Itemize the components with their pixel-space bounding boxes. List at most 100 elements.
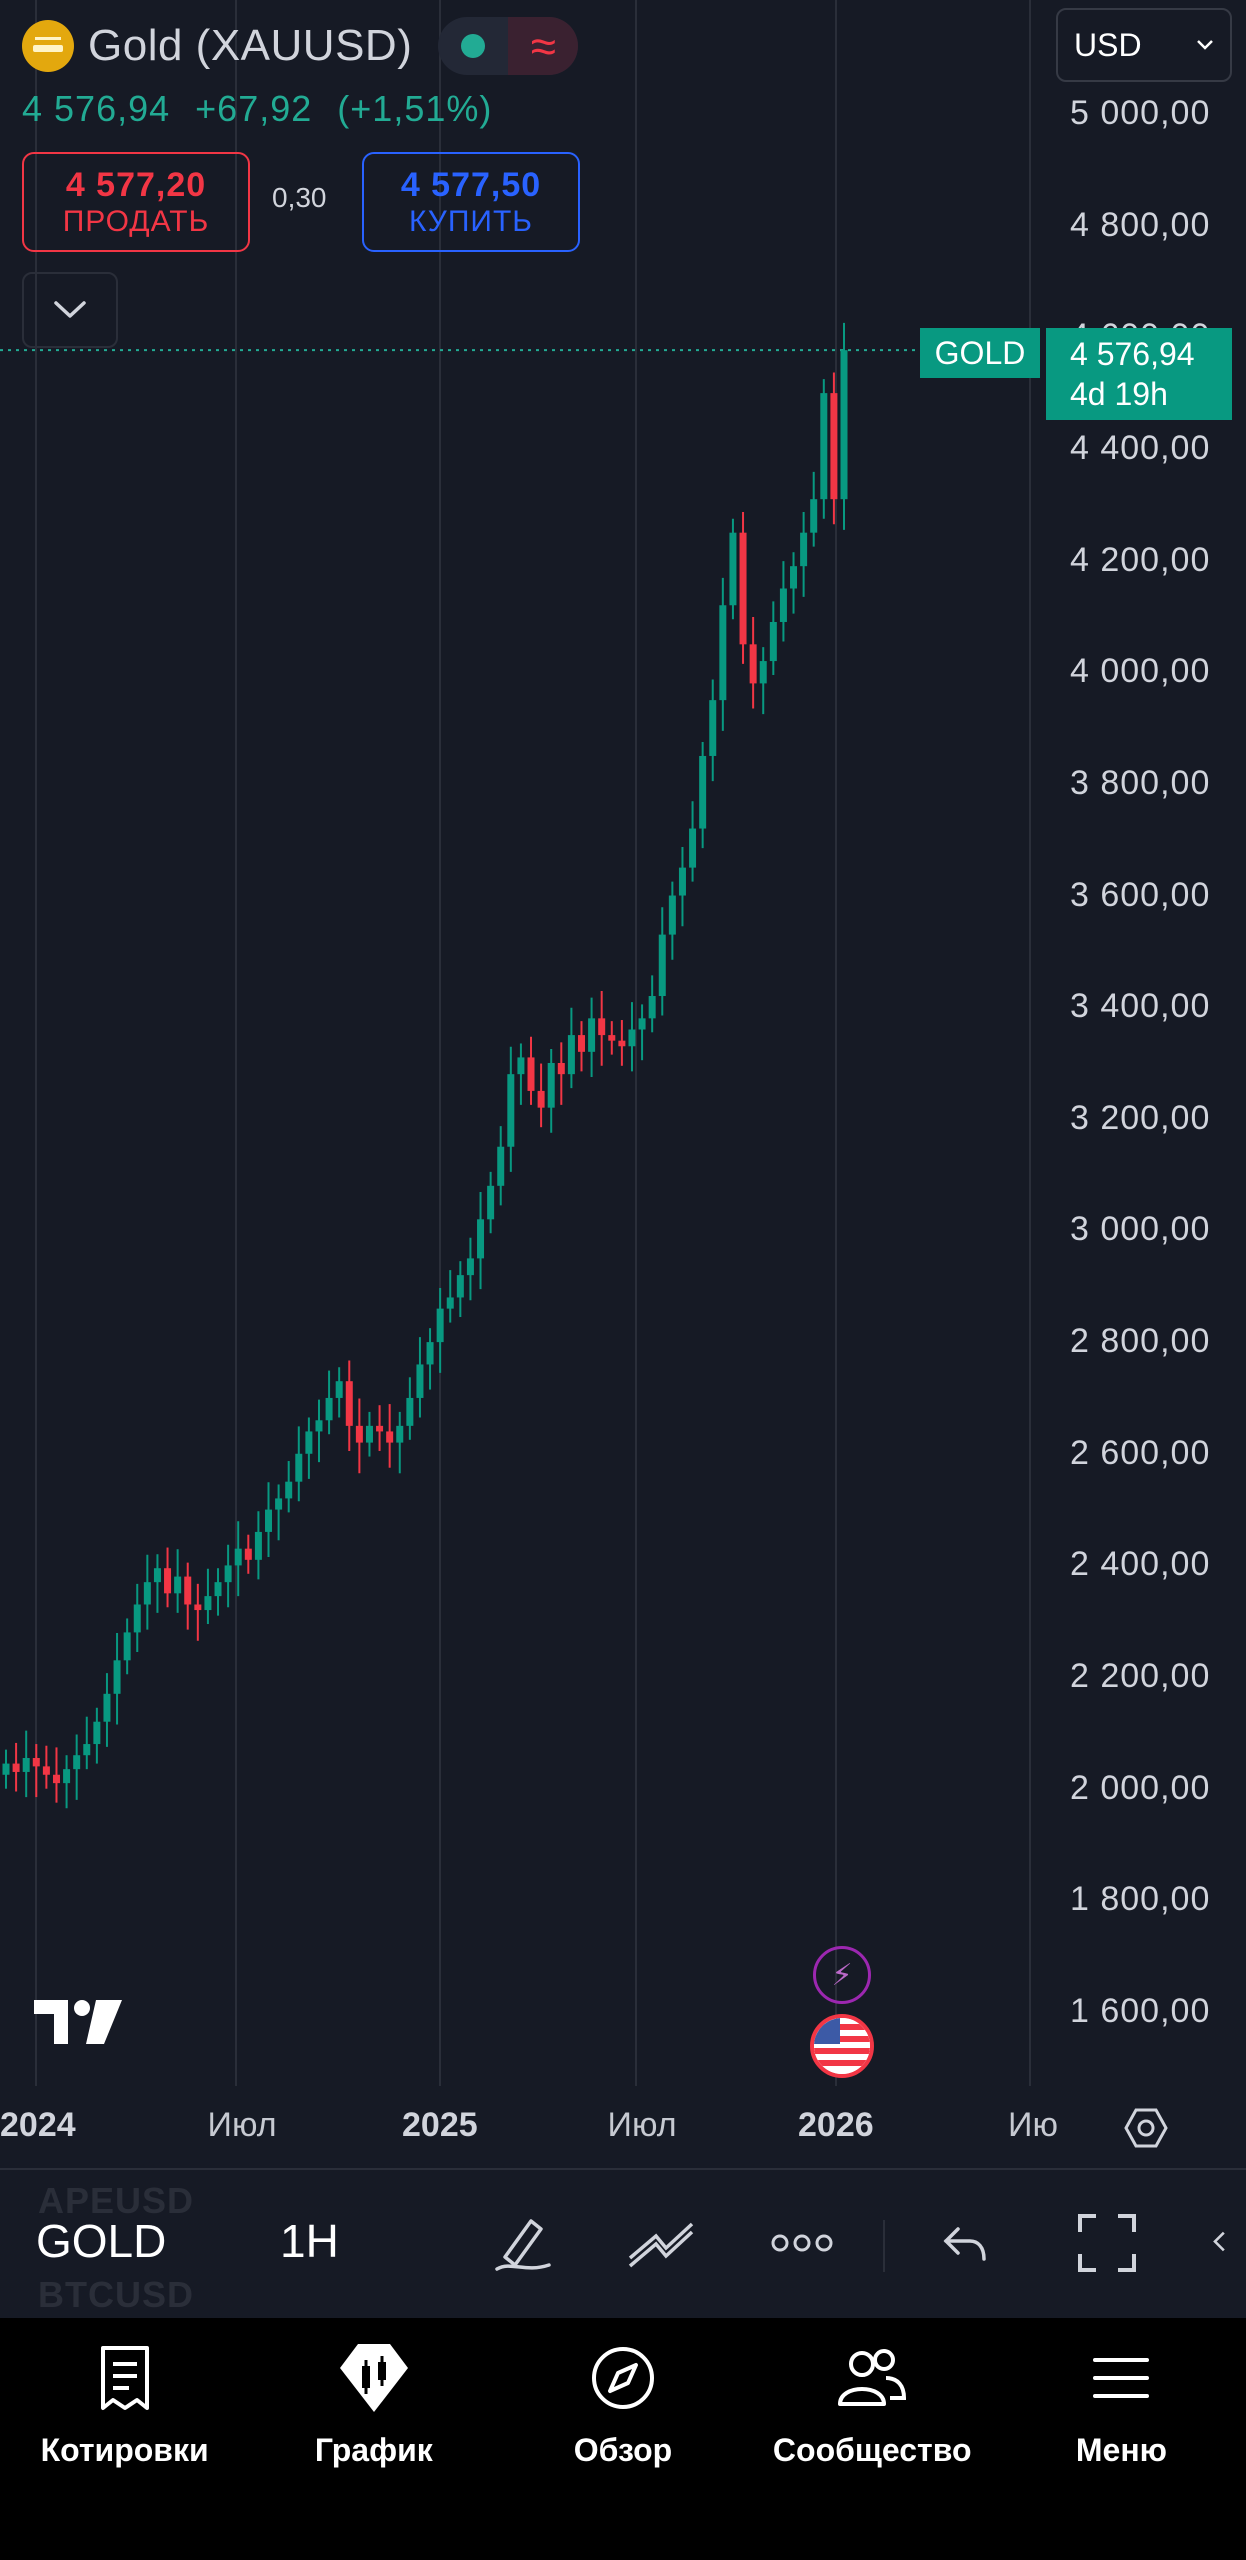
candle-body (487, 1185, 495, 1220)
candle-body (325, 1397, 333, 1421)
price-summary: 4 576,94 +67,92 (+1,51%) (22, 88, 506, 130)
toolbar-divider (883, 2220, 885, 2272)
bar-countdown: 4d 19h (1070, 376, 1168, 412)
candle-body (265, 1509, 273, 1532)
gold-logo-icon (22, 20, 74, 72)
nav-chart[interactable]: График (249, 2318, 498, 2560)
candle-body (749, 644, 757, 684)
fullscreen-icon[interactable] (1072, 2208, 1142, 2278)
candle-body (618, 1040, 626, 1047)
candle-body (103, 1693, 111, 1722)
currency-select[interactable]: USD (1056, 8, 1232, 82)
y-tick-label: 5 000,00 (1070, 94, 1211, 132)
candle-body (739, 532, 747, 645)
candle-body (83, 1744, 91, 1756)
candle-body (678, 867, 686, 896)
candle-body (63, 1769, 71, 1784)
symbol-price-tag: GOLD (920, 328, 1040, 378)
sell-label: ПРОДАТЬ (62, 204, 210, 238)
candle-body (42, 1766, 50, 1775)
candle-body (689, 828, 697, 868)
candle-body (143, 1582, 151, 1605)
bottom-navigation: Котировки График Обзор Сообщество Меню (0, 2318, 1246, 2560)
nav-overview[interactable]: Обзор (498, 2318, 747, 2560)
more-icon[interactable] (767, 2208, 837, 2278)
interval-selector[interactable]: 1H (280, 2215, 339, 2267)
chart-icon (338, 2342, 410, 2414)
price-chart[interactable] (0, 0, 1246, 2168)
buy-button[interactable]: 4 577,50 КУПИТЬ (362, 152, 580, 252)
symbol-header[interactable]: Gold (XAUUSD) ≈ (22, 17, 579, 75)
nav-menu[interactable]: Меню (997, 2318, 1246, 2560)
buy-label: КУПИТЬ (408, 204, 533, 238)
candle-body (214, 1582, 222, 1597)
sell-button[interactable]: 4 577,20 ПРОДАТЬ (22, 152, 250, 252)
undo-icon[interactable] (930, 2208, 1000, 2278)
candle-body (365, 1425, 373, 1443)
candle-body (840, 350, 848, 500)
candle-body (52, 1774, 60, 1784)
buy-price: 4 577,50 (400, 165, 542, 204)
candle-body (93, 1721, 101, 1745)
chart-area[interactable]: 5 000,004 800,004 600,004 400,004 200,00… (0, 0, 1246, 2168)
candle-body (820, 393, 828, 500)
y-tick-label: 1 600,00 (1070, 1992, 1211, 2030)
nav-community[interactable]: Сообщество (748, 2318, 997, 2560)
candle-body (567, 1035, 575, 1075)
y-tick-label: 2 600,00 (1070, 1433, 1211, 1472)
y-tick-label: 4 000,00 (1070, 652, 1211, 691)
candle-body (537, 1090, 545, 1108)
candle-body (416, 1364, 424, 1398)
candle-body (648, 996, 656, 1019)
drawing-brush-icon[interactable] (488, 2208, 558, 2278)
symbol-title[interactable]: Gold (XAUUSD) (88, 21, 413, 70)
y-tick-label: 2 200,00 (1070, 1657, 1211, 1696)
candle-body (527, 1057, 535, 1091)
candle-body (204, 1596, 212, 1611)
nav-quotes[interactable]: Котировки (0, 2318, 249, 2560)
candle-body (830, 393, 838, 500)
candle-body (254, 1531, 262, 1560)
candle-body (699, 755, 707, 829)
collapse-button[interactable] (22, 272, 118, 348)
candle-body (234, 1548, 242, 1566)
x-tick-label: Июл (607, 2106, 677, 2144)
candle-body (507, 1074, 515, 1147)
candle-body (810, 499, 818, 533)
candle-body (355, 1425, 363, 1443)
last-price: 4 576,94 (22, 88, 171, 129)
candle-body (113, 1660, 121, 1694)
candle-body (406, 1397, 414, 1426)
candle-body (174, 1576, 182, 1594)
community-icon (836, 2342, 908, 2414)
redo-icon[interactable] (1212, 2208, 1246, 2278)
x-tick-label: Июл (207, 2106, 277, 2144)
us-flag-icon[interactable] (810, 2014, 874, 2078)
trend-lines-icon[interactable] (626, 2208, 696, 2278)
candle-body (436, 1308, 444, 1343)
candle-body (224, 1565, 232, 1583)
ghost-symbol-above: APEUSD (38, 2180, 195, 2221)
candle-body (709, 700, 717, 756)
x-tick-label: 2026 (798, 2106, 874, 2144)
symbol-selector[interactable]: GOLD (36, 2215, 167, 2267)
nav-label: Сообщество (772, 2432, 972, 2468)
candle-body (184, 1576, 192, 1605)
market-status-pill[interactable]: ≈ (438, 17, 579, 75)
y-tick-label: 3 600,00 (1070, 875, 1211, 914)
price-change-percent: (+1,51%) (337, 88, 493, 129)
x-tick-label: Ию (1008, 2106, 1058, 2144)
y-tick-label: 3 800,00 (1070, 763, 1211, 802)
candle-body (800, 532, 808, 567)
delayed-data-icon: ≈ (508, 17, 579, 75)
candle-body (517, 1057, 525, 1075)
last-price-value: 4 576,94 (1070, 336, 1195, 372)
chevron-down-icon (54, 301, 86, 318)
candle-body (275, 1498, 283, 1510)
quotes-icon (89, 2342, 161, 2414)
candle-body (668, 895, 676, 935)
chevron-down-icon (1197, 40, 1213, 50)
candle-body (497, 1146, 505, 1186)
axis-settings-icon[interactable] (1122, 2106, 1170, 2150)
lightning-icon[interactable]: ⚡ (813, 1946, 871, 2004)
